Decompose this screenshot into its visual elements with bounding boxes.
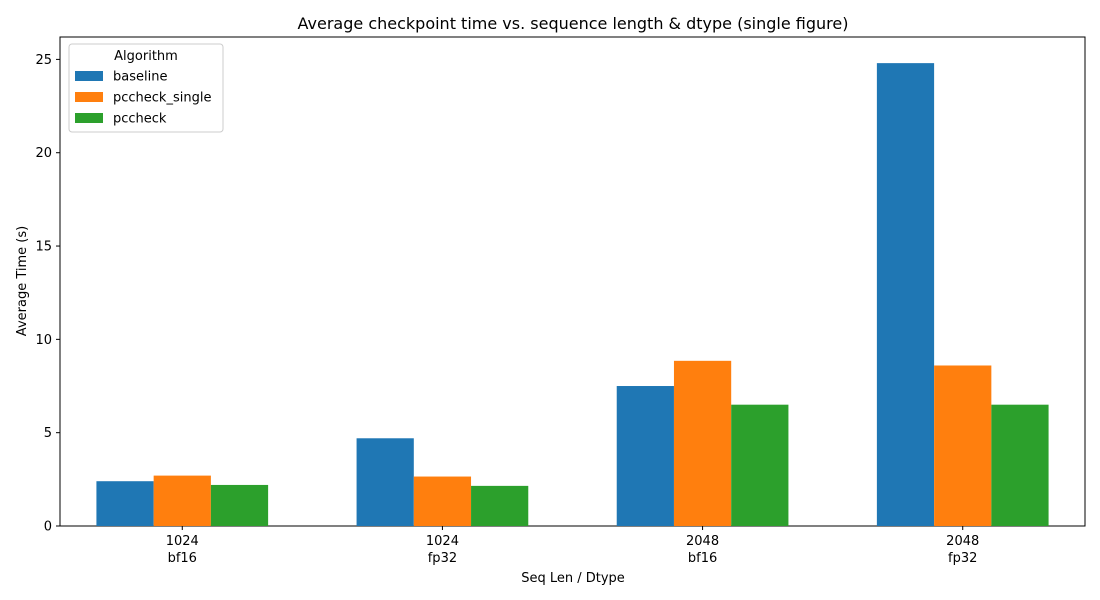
x-tick-label-line1: 2048 [946,534,979,549]
x-axis: 1024 bf16 1024 fp32 2048 bf16 2048 fp32 [166,526,979,566]
x-tick-label-line2: fp32 [948,551,977,566]
bar-baseline-1 [356,438,414,526]
plot-frame [59,36,1086,527]
chart-title: Average checkpoint time vs. sequence len… [298,14,849,33]
y-tick-label: 5 [44,426,52,441]
legend-swatch-pccheck [75,113,103,123]
legend-label-pccheck: pccheck [113,112,167,127]
bar-baseline-3 [876,63,935,527]
x-tick-label-line1: 1024 [426,534,459,549]
y-tick-label: 10 [35,333,52,348]
bar-pccheck_single-0 [153,475,211,526]
x-axis-label: Seq Len / Dtype [521,571,625,586]
x-tick-label-line1: 1024 [166,534,199,549]
legend-title: Algorithm [114,49,178,64]
y-tick-label: 20 [35,146,52,161]
legend-label-pccheck_single: pccheck_single [113,91,211,106]
bar-pccheck_single-3 [934,365,992,526]
x-tick-label-line2: bf16 [168,551,197,566]
bar-pccheck-0 [210,484,269,526]
bar-pccheck-1 [471,485,529,526]
y-tick-label: 15 [35,240,52,255]
x-tick-label-line2: fp32 [428,551,457,566]
bar-pccheck-3 [991,404,1049,526]
y-tick-label: 0 [44,520,52,535]
y-tick-label: 25 [35,53,52,68]
legend-swatch-pccheck_single [75,92,103,102]
y-axis: 0 5 10 15 20 25 [35,53,60,535]
y-axis-label: Average Time (s) [15,226,30,336]
bar-pccheck_single-1 [413,476,472,526]
legend-label-baseline: baseline [113,70,167,85]
bar-baseline-2 [616,386,674,526]
bar-baseline-0 [96,481,154,526]
x-tick-label-line2: bf16 [688,551,717,566]
bar-pccheck_single-2 [673,360,732,526]
bar-pccheck-2 [731,404,789,526]
x-tick-label-line1: 2048 [686,534,719,549]
legend-box [68,43,224,133]
plot-area [59,36,1086,527]
bars [96,63,1049,527]
legend-swatch-baseline [75,71,103,81]
